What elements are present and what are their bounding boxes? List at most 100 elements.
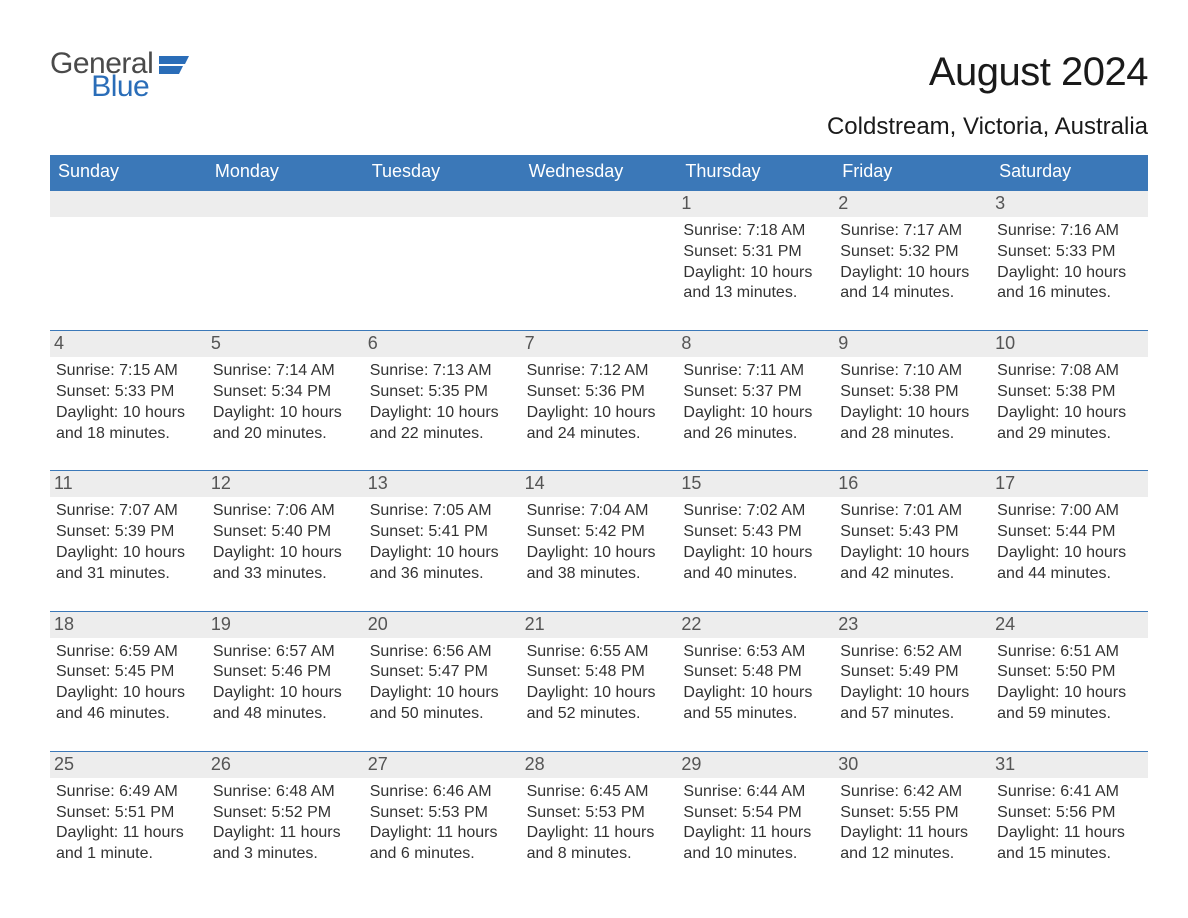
day-details: Sunrise: 7:06 AMSunset: 5:40 PMDaylight:… [211,501,356,584]
daylight: Daylight: 10 hours and 57 minutes. [840,683,983,725]
sunset: Sunset: 5:40 PM [213,522,356,543]
sunrise: Sunrise: 7:05 AM [370,501,513,522]
day-details: Sunrise: 7:15 AMSunset: 5:33 PMDaylight:… [54,361,199,444]
day-details: Sunrise: 6:52 AMSunset: 5:49 PMDaylight:… [838,642,983,725]
daylight: Daylight: 10 hours and 20 minutes. [213,403,356,445]
day-number: 20 [364,612,521,638]
sunset: Sunset: 5:46 PM [213,662,356,683]
daylight: Daylight: 10 hours and 24 minutes. [527,403,670,445]
sunrise: Sunrise: 6:42 AM [840,782,983,803]
day-number: 16 [834,471,991,497]
day-cell: 28Sunrise: 6:45 AMSunset: 5:53 PMDayligh… [521,752,678,891]
day-number: 1 [677,191,834,217]
day-details: Sunrise: 7:04 AMSunset: 5:42 PMDaylight:… [525,501,670,584]
day-cell: 25Sunrise: 6:49 AMSunset: 5:51 PMDayligh… [50,752,207,891]
daylight: Daylight: 10 hours and 52 minutes. [527,683,670,725]
day-cell: 17Sunrise: 7:00 AMSunset: 5:44 PMDayligh… [991,471,1148,610]
day-details: Sunrise: 6:46 AMSunset: 5:53 PMDaylight:… [368,782,513,865]
day-number: 26 [207,752,364,778]
daylight: Daylight: 10 hours and 13 minutes. [683,263,826,305]
day-details: Sunrise: 6:53 AMSunset: 5:48 PMDaylight:… [681,642,826,725]
sunset: Sunset: 5:37 PM [683,382,826,403]
day-cell: 22Sunrise: 6:53 AMSunset: 5:48 PMDayligh… [677,612,834,751]
sunset: Sunset: 5:35 PM [370,382,513,403]
daylight: Daylight: 10 hours and 28 minutes. [840,403,983,445]
day-details: Sunrise: 7:05 AMSunset: 5:41 PMDaylight:… [368,501,513,584]
day-number [364,191,521,217]
sunrise: Sunrise: 7:15 AM [56,361,199,382]
sunrise: Sunrise: 6:41 AM [997,782,1140,803]
day-number: 5 [207,331,364,357]
sunrise: Sunrise: 6:44 AM [683,782,826,803]
day-cell: 13Sunrise: 7:05 AMSunset: 5:41 PMDayligh… [364,471,521,610]
daylight: Daylight: 11 hours and 3 minutes. [213,823,356,865]
day-cell [50,191,207,330]
day-header: Thursday [677,155,834,190]
sunrise: Sunrise: 7:18 AM [683,221,826,242]
day-details: Sunrise: 7:07 AMSunset: 5:39 PMDaylight:… [54,501,199,584]
sunrise: Sunrise: 6:52 AM [840,642,983,663]
sunset: Sunset: 5:33 PM [997,242,1140,263]
day-number [50,191,207,217]
sunset: Sunset: 5:34 PM [213,382,356,403]
sunset: Sunset: 5:36 PM [527,382,670,403]
day-details: Sunrise: 6:44 AMSunset: 5:54 PMDaylight:… [681,782,826,865]
sunrise: Sunrise: 7:13 AM [370,361,513,382]
day-details: Sunrise: 6:51 AMSunset: 5:50 PMDaylight:… [995,642,1140,725]
sunrise: Sunrise: 7:00 AM [997,501,1140,522]
sunrise: Sunrise: 7:14 AM [213,361,356,382]
sunrise: Sunrise: 6:45 AM [527,782,670,803]
daylight: Daylight: 11 hours and 12 minutes. [840,823,983,865]
day-number: 14 [521,471,678,497]
week-row: 18 Sunrise: 6:59 AMSunset: 5:45 PMDayligh… [50,611,1148,751]
sunrise: Sunrise: 6:55 AM [527,642,670,663]
day-cell: 19Sunrise: 6:57 AMSunset: 5:46 PMDayligh… [207,612,364,751]
day-cell: 10Sunrise: 7:08 AMSunset: 5:38 PMDayligh… [991,331,1148,470]
logo-text: General Blue [50,50,153,100]
daylight: Daylight: 10 hours and 31 minutes. [56,543,199,585]
sunrise: Sunrise: 6:49 AM [56,782,199,803]
sunset: Sunset: 5:43 PM [840,522,983,543]
daylight: Daylight: 10 hours and 29 minutes. [997,403,1140,445]
daylight: Daylight: 11 hours and 8 minutes. [527,823,670,865]
day-number: 29 [677,752,834,778]
sunset: Sunset: 5:32 PM [840,242,983,263]
daylight: Daylight: 10 hours and 26 minutes. [683,403,826,445]
sunset: Sunset: 5:56 PM [997,803,1140,824]
sunset: Sunset: 5:41 PM [370,522,513,543]
day-details: Sunrise: 7:17 AMSunset: 5:32 PMDaylight:… [838,221,983,304]
day-details: Sunrise: 6:59 AMSunset: 5:45 PMDaylight:… [54,642,199,725]
sunrise: Sunrise: 7:17 AM [840,221,983,242]
sunset: Sunset: 5:48 PM [683,662,826,683]
day-details: Sunrise: 7:16 AMSunset: 5:33 PMDaylight:… [995,221,1140,304]
day-number: 15 [677,471,834,497]
page-header: General Blue August 2024 Coldstream, Vic… [50,50,1148,141]
sunrise: Sunrise: 7:11 AM [683,361,826,382]
day-number: 18 [50,612,207,638]
sunrise: Sunrise: 6:59 AM [56,642,199,663]
day-details: Sunrise: 7:14 AMSunset: 5:34 PMDaylight:… [211,361,356,444]
day-cell: 5 Sunrise: 7:14 AMSunset: 5:34 PMDaylight… [207,331,364,470]
day-number: 23 [834,612,991,638]
day-cell: 31Sunrise: 6:41 AMSunset: 5:56 PMDayligh… [991,752,1148,891]
sunset: Sunset: 5:42 PM [527,522,670,543]
day-details: Sunrise: 6:49 AMSunset: 5:51 PMDaylight:… [54,782,199,865]
sunrise: Sunrise: 7:10 AM [840,361,983,382]
week-row: 25Sunrise: 6:49 AMSunset: 5:51 PMDayligh… [50,751,1148,891]
daylight: Daylight: 10 hours and 16 minutes. [997,263,1140,305]
daylight: Daylight: 10 hours and 18 minutes. [56,403,199,445]
day-header: Wednesday [521,155,678,190]
calendar: SundayMondayTuesdayWednesdayThursdayFrid… [50,155,1148,891]
day-number: 4 [50,331,207,357]
daylight: Daylight: 10 hours and 59 minutes. [997,683,1140,725]
day-cell: 30Sunrise: 6:42 AMSunset: 5:55 PMDayligh… [834,752,991,891]
sunset: Sunset: 5:48 PM [527,662,670,683]
sunset: Sunset: 5:33 PM [56,382,199,403]
month-title: August 2024 [827,50,1148,95]
day-cell: 7Sunrise: 7:12 AMSunset: 5:36 PMDaylight… [521,331,678,470]
sunset: Sunset: 5:54 PM [683,803,826,824]
day-details: Sunrise: 6:56 AMSunset: 5:47 PMDaylight:… [368,642,513,725]
daylight: Daylight: 10 hours and 14 minutes. [840,263,983,305]
day-details: Sunrise: 7:02 AMSunset: 5:43 PMDaylight:… [681,501,826,584]
day-number [207,191,364,217]
